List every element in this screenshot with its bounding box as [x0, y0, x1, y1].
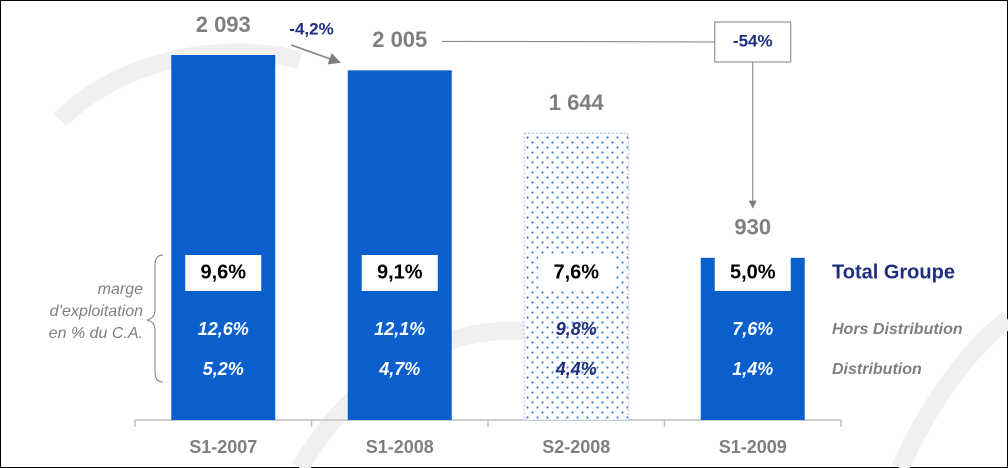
margin-value: 7,6%: [732, 319, 773, 339]
margin-value: 4,4%: [555, 359, 597, 379]
x-tick-label: S1-2009: [719, 437, 787, 457]
margin-value: 4,7%: [378, 359, 420, 379]
margin-note: d’exploitation: [50, 303, 144, 320]
value-label: 1 644: [549, 90, 605, 115]
margin-value: 9,8%: [556, 319, 597, 339]
margin-note: en % du C.A.: [49, 325, 143, 342]
margin-value: 12,6%: [198, 319, 249, 339]
margin-box: [185, 255, 262, 291]
margin-value: 7,6%: [553, 261, 599, 283]
margin-note: marge: [98, 281, 143, 298]
annotation-arrow: [290, 44, 341, 65]
bar: [347, 70, 452, 421]
value-label: 2 005: [372, 27, 427, 52]
x-tick-label: S1-2008: [366, 437, 434, 457]
annotation: -4,2%: [289, 19, 333, 38]
row-label: Distribution: [832, 361, 922, 378]
value-label: 2 093: [196, 12, 251, 37]
margin-value: 9,1%: [377, 261, 423, 283]
margin-box: [714, 255, 791, 291]
margin-value: 12,1%: [374, 319, 425, 339]
annotation-line: [441, 40, 715, 43]
x-tick-label: S2-2008: [542, 437, 610, 457]
margin-value: 9,6%: [200, 261, 246, 283]
row-label: Hors Distribution: [832, 321, 963, 338]
x-tick-label: S1-2007: [189, 437, 257, 457]
margin-value: 5,0%: [730, 261, 776, 283]
margin-value: 5,2%: [203, 359, 244, 379]
annotation-box: [714, 21, 792, 63]
margin-value: 1,4%: [732, 359, 773, 379]
value-label: 930: [734, 215, 771, 240]
margin-box: [361, 255, 438, 291]
row-label: Total Groupe: [832, 261, 955, 283]
annotation: -54%: [733, 31, 773, 50]
brace: [146, 254, 164, 383]
bar: [171, 55, 276, 420]
margin-box: [538, 255, 615, 291]
